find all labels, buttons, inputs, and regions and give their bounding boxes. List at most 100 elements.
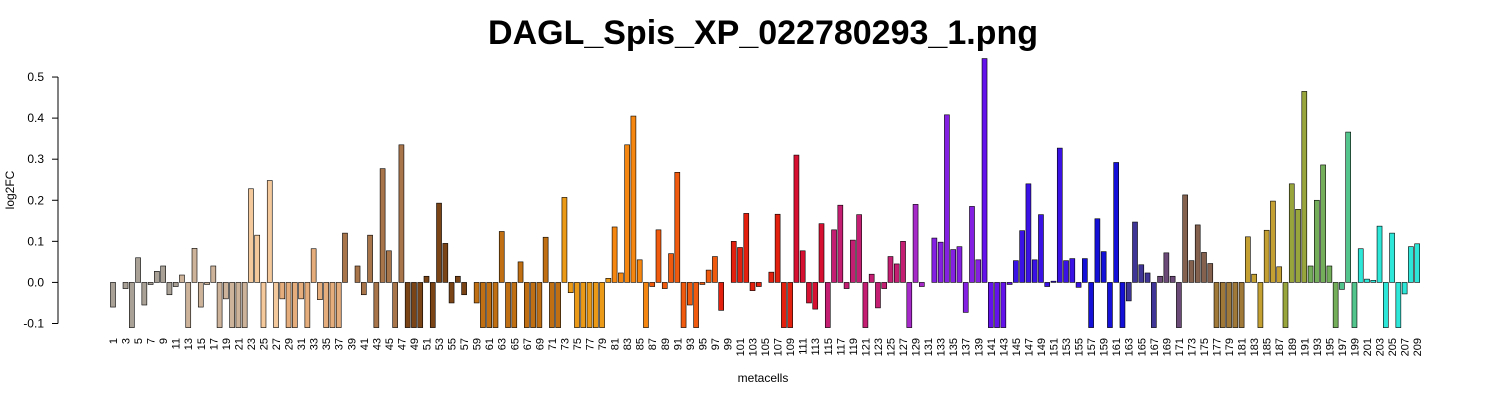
bar (743, 213, 750, 283)
bar (210, 265, 217, 283)
x-tick-label: 151 (1049, 338, 1061, 356)
bar (1119, 282, 1126, 328)
bar (749, 282, 756, 291)
bar (956, 246, 963, 283)
bar (229, 282, 235, 328)
bar (1182, 194, 1188, 283)
bar (411, 282, 417, 328)
bar (524, 282, 530, 328)
x-tick-label: 97 (710, 338, 722, 350)
bar (687, 282, 693, 306)
x-tick-label: 31 (296, 338, 308, 350)
bar (1038, 214, 1044, 283)
bar (1345, 131, 1351, 283)
bar (987, 282, 994, 328)
bar (824, 282, 831, 328)
y-tick-label: 0.5 (27, 70, 44, 84)
bar (1075, 282, 1082, 288)
bar (1138, 264, 1145, 283)
bar (693, 282, 699, 328)
x-tick-label: 47 (396, 338, 408, 350)
bar (517, 261, 524, 283)
bar (304, 282, 311, 328)
bar (185, 282, 192, 328)
x-tick-label: 15 (196, 338, 208, 350)
x-tick-label: 99 (722, 338, 734, 350)
bar (1025, 183, 1032, 283)
x-tick-label: 101 (735, 338, 747, 356)
x-tick-label: 45 (384, 338, 396, 350)
bar (718, 282, 724, 311)
bar (235, 282, 242, 328)
x-tick-label: 65 (509, 338, 521, 350)
bar (1401, 282, 1408, 295)
bar (172, 282, 179, 287)
bar (919, 282, 925, 287)
x-tick-label: 73 (559, 338, 571, 350)
x-tick-label: 193 (1312, 338, 1324, 356)
x-tick-label: 153 (1061, 338, 1073, 356)
x-tick-label: 11 (171, 338, 183, 349)
y-axis-label: log2FC (3, 170, 17, 209)
x-tick-label: 173 (1186, 338, 1198, 356)
bar (793, 154, 800, 283)
x-tick-label: 165 (1136, 338, 1148, 356)
x-tick-label: 55 (447, 338, 459, 350)
bar (774, 213, 781, 283)
x-tick-label: 51 (422, 338, 434, 350)
x-tick-label: 201 (1362, 338, 1374, 356)
x-tick-label: 81 (610, 338, 622, 350)
bar (197, 282, 204, 308)
bar (273, 282, 279, 328)
bar (1332, 282, 1339, 328)
bar (881, 282, 888, 289)
x-tick-label: 183 (1249, 338, 1261, 356)
bar (335, 282, 342, 328)
x-tick-label: 43 (371, 338, 383, 350)
bar (1226, 282, 1232, 328)
bar (893, 263, 900, 283)
bar (354, 265, 361, 283)
x-tick-label: 181 (1237, 338, 1249, 356)
x-tick-label: 115 (823, 338, 835, 356)
bar (455, 275, 461, 283)
bar (1257, 282, 1264, 328)
bar (386, 250, 392, 283)
x-tick-label: 203 (1375, 338, 1387, 356)
bar (160, 265, 166, 283)
x-tick-label: 111 (798, 338, 810, 355)
bar (147, 282, 154, 285)
bar (856, 214, 862, 283)
x-tick-label: 89 (660, 338, 672, 350)
x-tick-label: 209 (1412, 338, 1424, 356)
x-tick-label: 25 (258, 338, 270, 350)
x-tick-label: 83 (622, 338, 634, 350)
bar (1044, 282, 1051, 287)
bar (342, 232, 348, 283)
bar (586, 282, 593, 328)
x-tick-label: 161 (1111, 338, 1123, 356)
bar (1094, 218, 1101, 283)
bar (1339, 282, 1345, 290)
x-tick-label: 127 (898, 338, 910, 356)
bar (643, 282, 649, 328)
x-tick-label: 63 (497, 338, 509, 350)
bar (618, 272, 624, 283)
bar (1395, 282, 1402, 328)
bar (868, 273, 875, 283)
bar (448, 282, 455, 304)
x-tick-label: 49 (409, 338, 421, 350)
x-tick-label: 163 (1124, 338, 1136, 356)
bar (1088, 282, 1094, 328)
bar (166, 282, 173, 296)
bar (906, 282, 913, 328)
bar (837, 204, 844, 283)
x-tick-label: 125 (885, 338, 897, 356)
bar (975, 259, 982, 283)
bar (605, 278, 612, 283)
y-tick-label: -0.1 (23, 316, 44, 330)
bar (191, 248, 198, 283)
x-tick-label: 1 (108, 338, 120, 344)
x-tick-label: 143 (998, 338, 1010, 356)
x-tick-label: 3 (121, 338, 133, 344)
